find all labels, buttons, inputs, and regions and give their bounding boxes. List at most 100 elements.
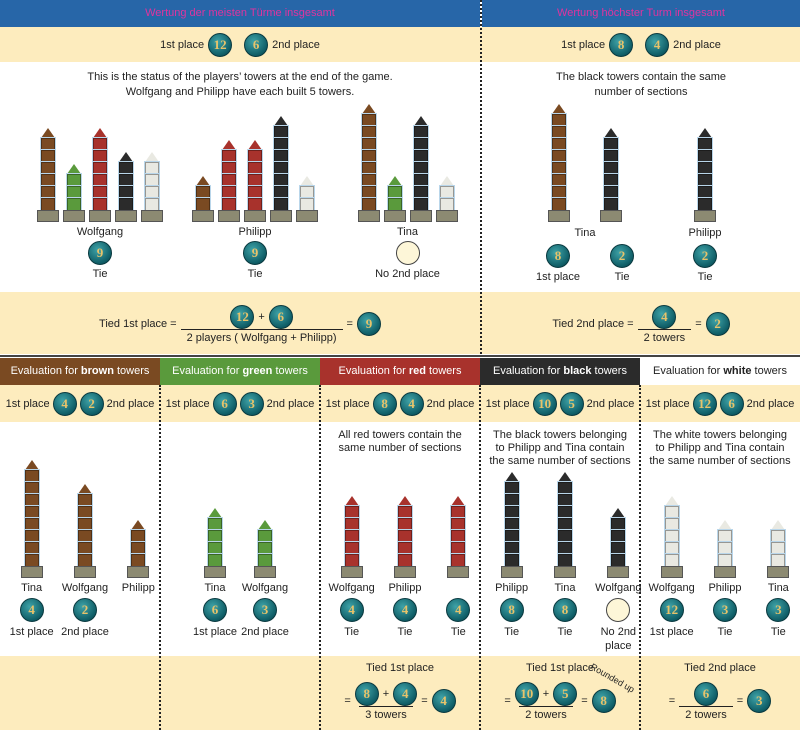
coin: 9 (243, 241, 267, 265)
tower-group (112, 455, 165, 578)
tower-group (538, 455, 591, 578)
equals: = (346, 318, 353, 330)
tower-group (520, 96, 650, 222)
formula-title: Tied 2nd place (684, 662, 756, 674)
player-name: Philipp (708, 582, 742, 594)
first-place-label: 1st place (645, 398, 690, 410)
green-tower (63, 164, 85, 222)
column-header-red: Evaluation for red towers (320, 358, 480, 385)
fraction: 12 +6 2 players ( Wolfgang + Philipp) (180, 304, 343, 344)
equals: = (504, 695, 511, 707)
coin: 6 (212, 392, 237, 416)
entry-result: 4 Tie (432, 582, 485, 639)
coin: 4 (652, 304, 677, 329)
coin: 8 (591, 689, 616, 713)
plus: + (542, 687, 550, 700)
coin: 8 (499, 598, 524, 622)
coin: 2 (79, 392, 104, 416)
black-tower (115, 152, 137, 222)
plus: + (382, 687, 390, 700)
text: number of sections (594, 86, 688, 98)
formula-title: Tied 1st place (365, 662, 435, 674)
first-place-label: 1st place (561, 39, 606, 51)
divider (159, 385, 161, 730)
column-places: 1st place 4 2 2nd place (0, 391, 160, 417)
tower-group (378, 455, 431, 578)
entry-result: Wolfgang 12 1st place (645, 582, 698, 639)
tower-group (645, 455, 698, 578)
player-name: Tina (21, 582, 43, 594)
tower-group (485, 455, 538, 578)
result-label: 1st place (535, 271, 581, 283)
player-name: Tina (574, 227, 596, 239)
entry-result: Wolfgang No 2nd place (592, 582, 645, 653)
numerator: 10 +5 (514, 681, 578, 706)
result-label: Tie (717, 626, 733, 638)
coin: 6 (268, 304, 293, 329)
coin: 8 (609, 33, 634, 57)
red-tower (447, 496, 470, 578)
formula: = 6 2 towers = 3 (640, 676, 800, 726)
coin: 8 (546, 244, 570, 268)
header-text: towers (425, 365, 462, 377)
coin: 4 (339, 598, 364, 622)
entry-result: Tina 3 Tie (752, 582, 800, 639)
result-label: Tie (450, 626, 466, 638)
header-color-word: white (723, 365, 752, 377)
denominator: 2 towers (679, 705, 733, 721)
black-tower (607, 508, 630, 578)
header-text: Evaluation for (172, 365, 243, 377)
red-tower (340, 496, 363, 578)
denominator: 3 towers (359, 705, 413, 721)
coin: 12 (208, 33, 233, 57)
coin: 3 (239, 392, 264, 416)
equals: = (668, 695, 676, 707)
header-text: towers (751, 365, 787, 377)
red-tower (244, 140, 266, 222)
coin: 12 (692, 392, 717, 416)
coin: 9 (356, 312, 381, 336)
tower-group (175, 96, 335, 222)
result-label: Tie (344, 626, 360, 638)
column-header-brown: Evaluation for brown towers (0, 358, 160, 385)
coin: 8 (552, 598, 577, 622)
entry-result: Tina 6 1st place (190, 582, 240, 639)
top-left-description: This is the status of the players’ tower… (0, 70, 480, 100)
result-label: Tie (614, 271, 630, 283)
header-color-word: green (242, 365, 273, 377)
white-tower (296, 176, 318, 222)
white-tower (767, 520, 790, 578)
second-place-label: 2nd place (586, 398, 635, 410)
formula: = 8 +4 3 towers = 4 (320, 676, 480, 726)
coin: 3 (747, 689, 772, 713)
column-places: 1st place 12 6 2nd place (640, 391, 800, 417)
second-place-label: 2nd place (272, 39, 320, 51)
tower-group (190, 455, 240, 578)
formula-title: Tied 1st place (525, 662, 595, 674)
entry-result: Philipp (112, 582, 165, 598)
column-places: 1st place 8 4 2nd place (320, 391, 480, 417)
denominator: 2 towers (637, 328, 692, 344)
fraction: 10 +5 2 towers (514, 681, 578, 721)
equals: = (736, 695, 744, 707)
black-tower (553, 472, 576, 578)
header-text: Evaluation for (338, 365, 409, 377)
column-header-white: Evaluation for white towers (640, 358, 800, 385)
first-place-label: 1st place (165, 398, 210, 410)
header-text: towers (591, 365, 627, 377)
player-name: Philipp (121, 582, 155, 594)
red-tower (218, 140, 240, 222)
column-places: 1st place 6 3 2nd place (160, 391, 320, 417)
coin: 2 (610, 244, 635, 268)
header-color-word: black (563, 365, 592, 377)
divider (479, 385, 481, 730)
tower-group (240, 455, 290, 578)
tower-group (650, 96, 760, 222)
coin-row: 8 1st place 2 Tie (520, 244, 650, 283)
player-result: Tina No 2nd place (335, 226, 480, 280)
equals: = (581, 695, 588, 707)
text: The black towers contain the same (556, 71, 726, 83)
column-places: 1st place 10 5 2nd place (480, 391, 640, 417)
plus: + (258, 310, 265, 323)
entry-result: Tina 4 1st place (5, 582, 58, 639)
